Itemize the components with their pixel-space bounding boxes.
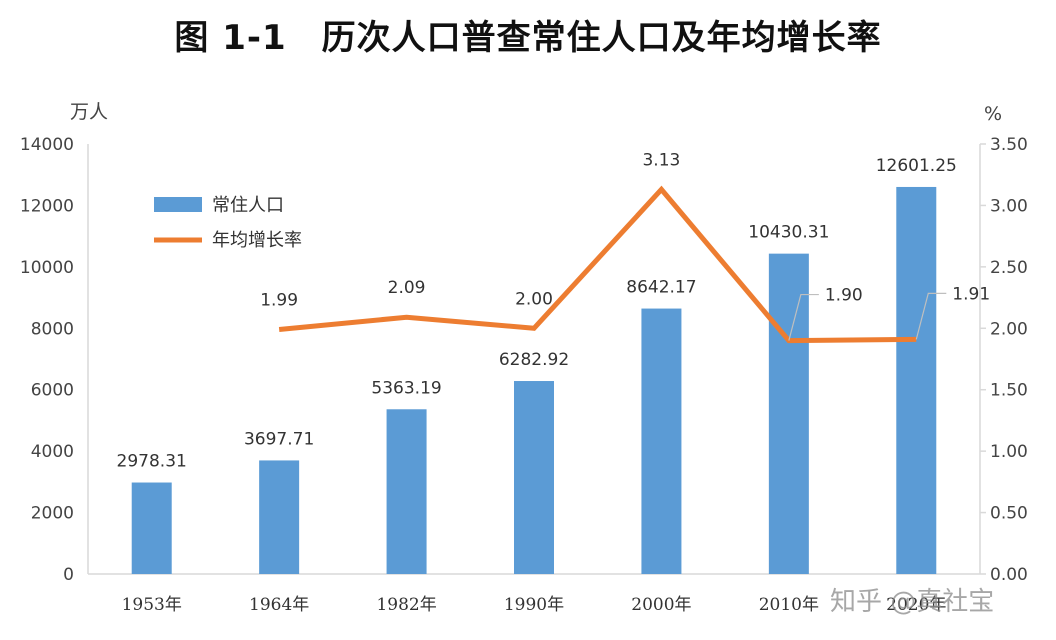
bar (131, 482, 172, 574)
y-left-tick-label: 6000 (31, 381, 74, 401)
y-left-tick-label: 12000 (20, 196, 74, 216)
legend-bar-label: 常住人口 (212, 195, 284, 216)
bar (259, 460, 300, 574)
line-value-label: 1.91 (952, 284, 990, 304)
line-value-label: 2.09 (388, 278, 426, 298)
bar-value-label: 8642.17 (626, 278, 696, 298)
bar-value-label: 12601.25 (876, 156, 957, 176)
x-category-label: 1982年 (376, 595, 436, 615)
y-left-tick-label: 8000 (31, 319, 74, 339)
line-value-label: 3.13 (642, 150, 680, 170)
bar (514, 381, 554, 574)
label-leader-line (915, 292, 947, 340)
y-right-tick-label: 0.00 (990, 565, 1028, 585)
y-right-tick-label: 2.50 (990, 258, 1028, 278)
y-left-unit: 万人 (70, 101, 108, 123)
watermark: 知乎 @真社宝 (830, 587, 994, 617)
bar-series (131, 186, 937, 574)
line-value-label: 1.90 (825, 286, 863, 306)
x-category-label: 1964年 (249, 595, 309, 615)
legend-line-label: 年均增长率 (212, 230, 302, 251)
bar-value-label: 6282.92 (499, 350, 569, 370)
y-right-tick-label: 1.00 (990, 442, 1028, 462)
bar-value-label: 3697.71 (244, 429, 314, 449)
y-right-unit: % (984, 103, 1002, 125)
bar (386, 409, 427, 574)
y-left-tick-label: 0 (63, 565, 74, 585)
data-labels: 2978.31 3697.71 5363.19 6282.92 8642.17 10430… (117, 150, 991, 471)
growth-rate-line (278, 185, 917, 344)
y-right-tick-label: 2.00 (990, 319, 1028, 339)
bar-value-label: 10430.31 (748, 223, 829, 243)
label-leader-line (788, 293, 819, 341)
axes: 0 2000 4000 6000 8000 10000 12000 14000 0.00 0.50… (20, 101, 1028, 615)
line-value-label: 2.00 (515, 289, 553, 309)
bar-value-label: 5363.19 (371, 378, 441, 398)
y-right-tick-label: 3.00 (990, 196, 1028, 216)
bar (641, 308, 682, 574)
legend-bar-swatch (154, 197, 202, 212)
x-category-label: 1953年 (122, 595, 182, 615)
bar (896, 186, 937, 574)
x-category-label: 2000年 (631, 595, 691, 615)
x-category-label: 2010年 (759, 595, 819, 615)
y-right-tick-label: 0.50 (990, 504, 1028, 524)
chart-title: 图 1-1 历次人口普查常住人口及年均增长率 (174, 18, 882, 58)
y-left-tick-label: 14000 (20, 135, 74, 155)
y-right-tick-label: 3.50 (990, 135, 1028, 155)
bar-value-label: 2978.31 (117, 452, 187, 472)
bar (768, 253, 809, 574)
x-category-label: 1990年 (504, 595, 564, 615)
line-series (278, 185, 917, 344)
x-category-label: 2020年 (886, 595, 946, 615)
y-left-tick-label: 2000 (31, 504, 74, 524)
y-left-tick-label: 4000 (31, 442, 74, 462)
line-value-label: 1.99 (260, 291, 298, 311)
y-right-tick-label: 1.50 (990, 381, 1028, 401)
y-left-tick-label: 10000 (20, 258, 74, 278)
